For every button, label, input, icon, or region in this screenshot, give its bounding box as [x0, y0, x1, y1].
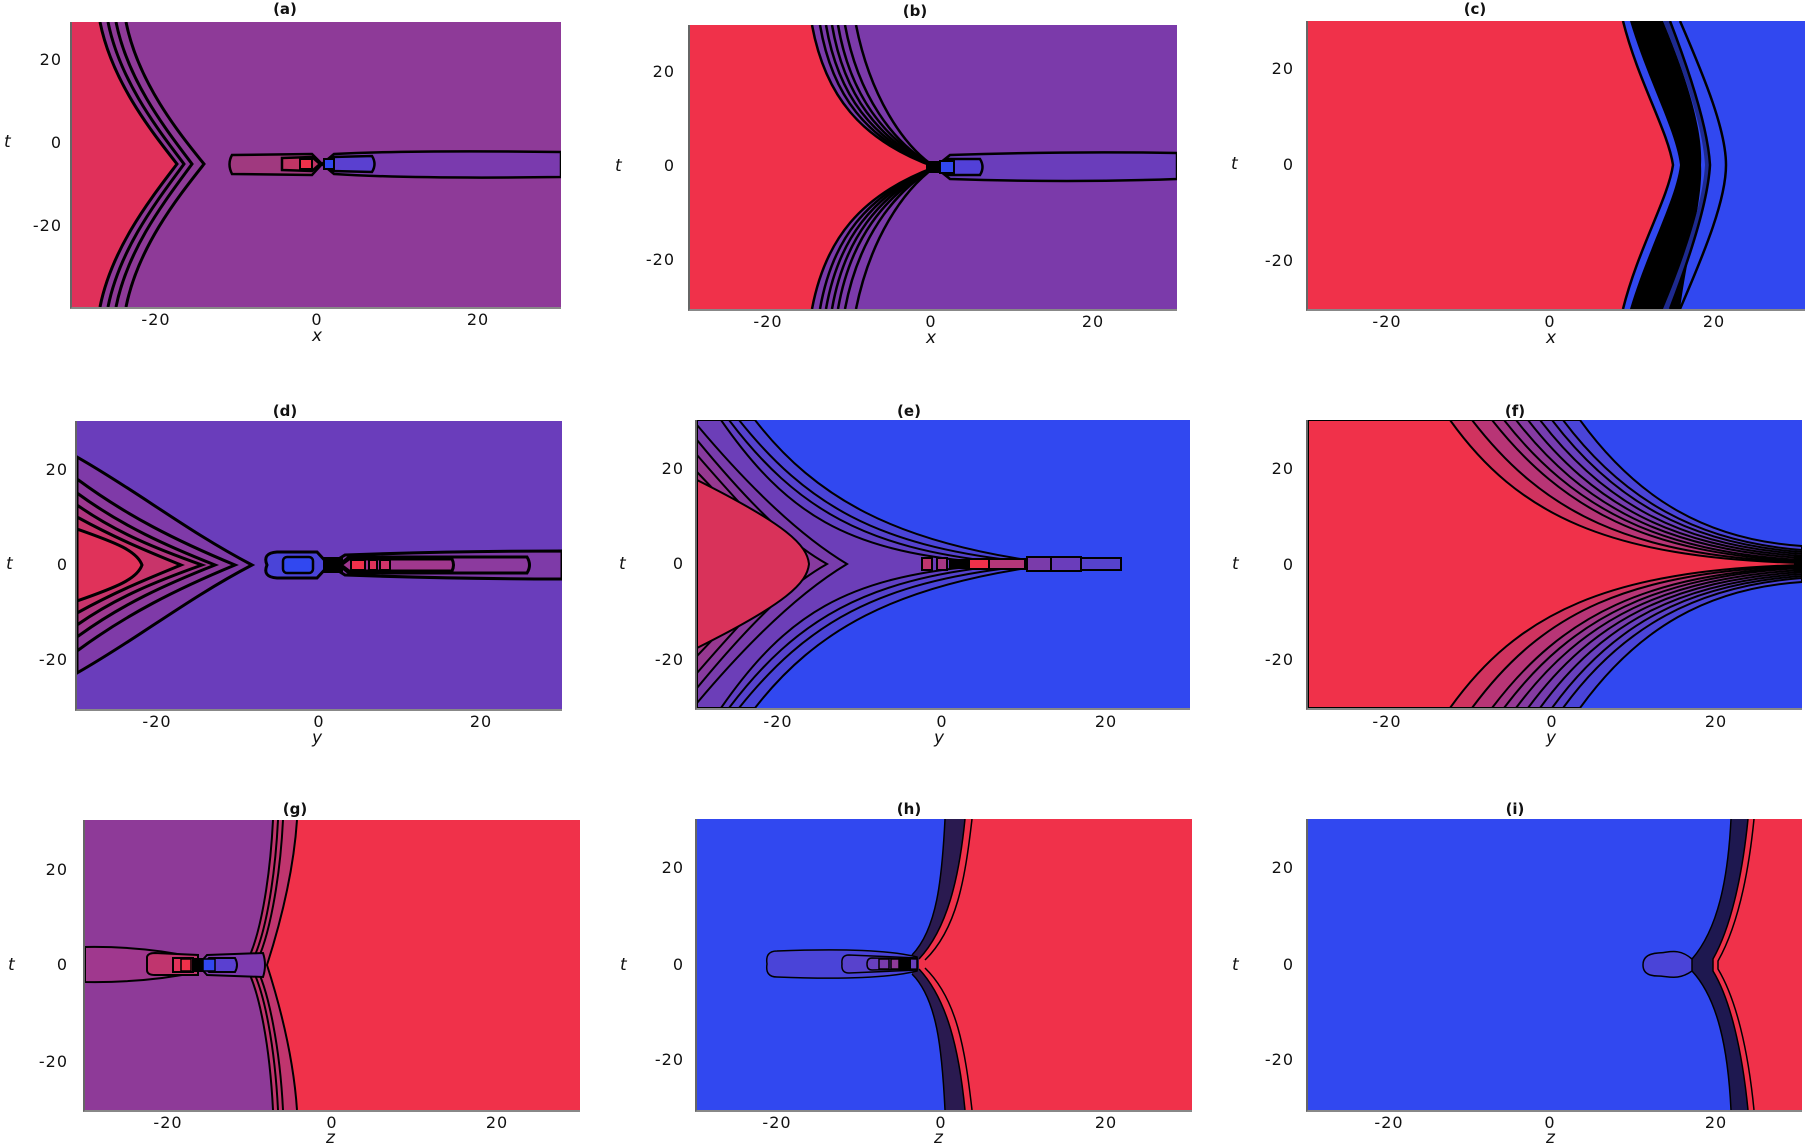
y-tick-label: 0: [56, 555, 68, 574]
y-tick-label: 20: [661, 459, 684, 478]
contour-plot-b: [688, 25, 1177, 311]
contour-svg: [697, 819, 1192, 1110]
x-tick-label: 20: [466, 310, 490, 329]
y-axis-label: t: [615, 156, 622, 176]
panel-title: (g): [282, 800, 308, 818]
x-tick-label: 0: [313, 712, 325, 731]
y-tick-label: 20: [661, 858, 684, 877]
y-tick-label: 0: [1282, 155, 1294, 174]
contour-plot-g: [83, 820, 580, 1112]
x-axis-label: z: [1546, 1128, 1555, 1148]
y-tick-label: -20: [38, 650, 68, 669]
contour-svg: [697, 420, 1190, 708]
x-tick-label: 0: [1544, 1113, 1556, 1132]
y-tick-label: -20: [654, 650, 684, 669]
x-tick-label: 20: [1704, 712, 1728, 731]
x-tick-label: 0: [1546, 712, 1558, 731]
x-tick-label: 0: [311, 310, 323, 329]
y-axis-label: t: [1231, 154, 1238, 174]
x-axis-label: x: [312, 326, 323, 346]
y-tick-label: -20: [38, 1052, 68, 1071]
y-tick-label: 0: [1282, 955, 1294, 974]
panel-title: (f): [1504, 402, 1526, 420]
y-tick-label: 0: [672, 554, 684, 573]
y-tick-label: 0: [50, 133, 62, 152]
contour-plot-f: [1306, 420, 1802, 710]
contour-svg: [1308, 819, 1802, 1110]
x-tick-label: -20: [763, 712, 793, 731]
x-tick-label: 20: [1704, 1113, 1728, 1132]
contour-svg: [1308, 21, 1805, 309]
contour-svg: [1308, 420, 1802, 708]
x-tick-label: 20: [1702, 312, 1726, 331]
panel-title: (h): [896, 800, 922, 818]
x-tick-label: -20: [142, 712, 172, 731]
x-axis-label: y: [1546, 728, 1557, 748]
contour-svg: [85, 820, 580, 1110]
y-tick-label: 0: [663, 156, 675, 175]
y-tick-label: -20: [32, 216, 62, 235]
contour-svg: [690, 25, 1177, 309]
y-tick-label: 0: [56, 955, 68, 974]
x-tick-label: 20: [469, 712, 493, 731]
y-tick-label: -20: [645, 250, 675, 269]
y-tick-label: 20: [45, 860, 68, 879]
x-axis-label: x: [926, 328, 937, 348]
x-tick-label: 0: [326, 1113, 338, 1132]
contour-plot-a: [70, 22, 561, 309]
x-axis-label: y: [934, 728, 945, 748]
y-axis-label: t: [4, 132, 11, 152]
y-axis-label: t: [1232, 554, 1239, 574]
y-tick-label: -20: [1264, 650, 1294, 669]
y-axis-label: t: [8, 955, 15, 975]
x-tick-label: 0: [936, 712, 948, 731]
contour-plot-h: [695, 819, 1192, 1112]
y-tick-label: -20: [654, 1050, 684, 1069]
x-tick-label: 20: [485, 1113, 509, 1132]
y-tick-label: 20: [1271, 59, 1294, 78]
x-tick-label: 20: [1094, 1113, 1118, 1132]
x-tick-label: 20: [1094, 712, 1118, 731]
x-tick-label: -20: [153, 1113, 183, 1132]
y-tick-label: -20: [1264, 1050, 1294, 1069]
y-tick-label: 20: [652, 62, 675, 81]
x-tick-label: 0: [935, 1113, 947, 1132]
y-tick-label: 20: [1271, 858, 1294, 877]
x-tick-label: 0: [925, 312, 937, 331]
contour-plot-e: [695, 420, 1190, 710]
x-axis-label: z: [934, 1128, 943, 1148]
contour-plot-i: [1306, 819, 1802, 1112]
panel-title: (a): [273, 0, 297, 18]
x-tick-label: 0: [1544, 312, 1556, 331]
contour-plot-d: [75, 421, 562, 711]
y-tick-label: 0: [1282, 555, 1294, 574]
y-tick-label: 20: [1271, 459, 1294, 478]
y-tick-label: 0: [672, 955, 684, 974]
y-axis-label: t: [6, 554, 13, 574]
x-tick-label: -20: [1374, 1113, 1404, 1132]
panel-title: (d): [272, 402, 298, 420]
x-tick-label: -20: [1372, 312, 1402, 331]
x-tick-label: -20: [1372, 712, 1402, 731]
y-axis-label: t: [619, 554, 626, 574]
panel-title: (e): [897, 402, 921, 420]
panel-title: (c): [1463, 0, 1487, 18]
contour-svg: [72, 22, 561, 307]
panel-title: (i): [1505, 800, 1525, 818]
panel-title: (b): [902, 2, 928, 20]
x-axis-label: z: [326, 1128, 335, 1148]
x-tick-label: -20: [762, 1113, 792, 1132]
x-tick-label: 20: [1081, 312, 1105, 331]
y-axis-label: t: [1232, 955, 1239, 975]
y-tick-label: 20: [39, 50, 62, 69]
contour-plot-c: [1306, 21, 1805, 311]
contour-svg: [77, 421, 562, 709]
y-axis-label: t: [620, 955, 627, 975]
x-axis-label: y: [312, 728, 323, 748]
y-tick-label: -20: [1264, 251, 1294, 270]
x-tick-label: -20: [753, 312, 783, 331]
x-axis-label: x: [1546, 328, 1557, 348]
y-tick-label: 20: [45, 460, 68, 479]
x-tick-label: -20: [141, 310, 171, 329]
